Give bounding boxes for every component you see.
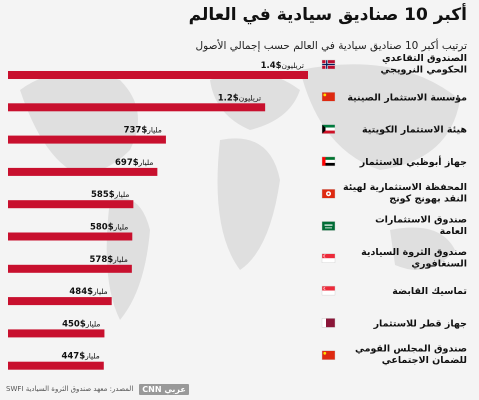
- category-label: النقد بهونج كونج: [389, 194, 467, 205]
- bar: [8, 232, 133, 241]
- singapore-flag: [321, 253, 336, 264]
- bar: [8, 264, 132, 273]
- category-label: مؤسسة الاستثمار الصينية: [347, 92, 467, 103]
- value-label: تريليون$1.2: [218, 93, 261, 103]
- category-label: هيئة الاستثمار الكويتية: [362, 125, 467, 136]
- china-flag: [321, 350, 336, 360]
- source-note: المصدر: معهد صندوق الثروة السيادية SWFI: [6, 385, 134, 393]
- bar: [8, 71, 308, 79]
- category-label: صندوق المجلس القومي: [355, 344, 467, 355]
- hong-kong-flag: [321, 188, 336, 199]
- category-label: صندوق الاستثمارات: [375, 215, 467, 226]
- bar: [8, 135, 166, 144]
- category-label: العامة: [440, 226, 467, 237]
- value-label: مليار$580: [90, 223, 128, 233]
- value-label: مليار$697: [115, 158, 153, 168]
- chart-subtitle: ترتيب أكبر 10 صناديق سيادية في العالم حس…: [195, 40, 467, 52]
- footer: CNN عربي المصدر: معهد صندوق الثروة السيا…: [6, 382, 189, 396]
- china-flag: [321, 92, 336, 102]
- bar: [8, 167, 158, 176]
- cnn-logo: CNN عربي: [139, 383, 189, 395]
- category-label: المحفظة الاستثمارية لهيئة: [343, 182, 467, 193]
- category-label: للضمان الاجتماعي: [382, 355, 467, 366]
- category-label: تماسيك القابضة: [392, 286, 467, 297]
- kuwait-flag: [321, 124, 336, 134]
- chart-title: أكبر 10 صناديق سيادية في العالم: [188, 5, 467, 25]
- bar: [8, 103, 266, 112]
- category-label: الحكومي النرويجي: [381, 65, 468, 76]
- qatar-flag: [321, 318, 336, 328]
- category-label: السنغافوري: [411, 258, 467, 269]
- bar: [8, 329, 105, 338]
- value-label: تريليون$1.4: [261, 61, 304, 71]
- category-label: الصندوق التقاعدي: [382, 53, 467, 64]
- value-label: مليار$585: [91, 190, 129, 200]
- category-label: جهاز أبوظبي للاستثمار: [359, 155, 467, 168]
- value-label: مليار$447: [61, 352, 99, 362]
- value-label: مليار$484: [69, 287, 107, 297]
- saudi-flag: [321, 221, 336, 231]
- bar: [8, 297, 112, 306]
- category-label: جهاز قطر للاستثمار: [373, 318, 467, 329]
- uae-flag: [321, 156, 336, 167]
- bar: [8, 361, 104, 370]
- value-label: مليار$578: [90, 255, 128, 265]
- category-label: صندوق الثروة السيادية: [361, 247, 467, 258]
- value-label: مليار$450: [62, 319, 100, 329]
- singapore-flag: [321, 285, 336, 296]
- value-label: مليار$737: [124, 126, 162, 136]
- bar: [8, 200, 134, 209]
- norway-flag: [321, 59, 336, 70]
